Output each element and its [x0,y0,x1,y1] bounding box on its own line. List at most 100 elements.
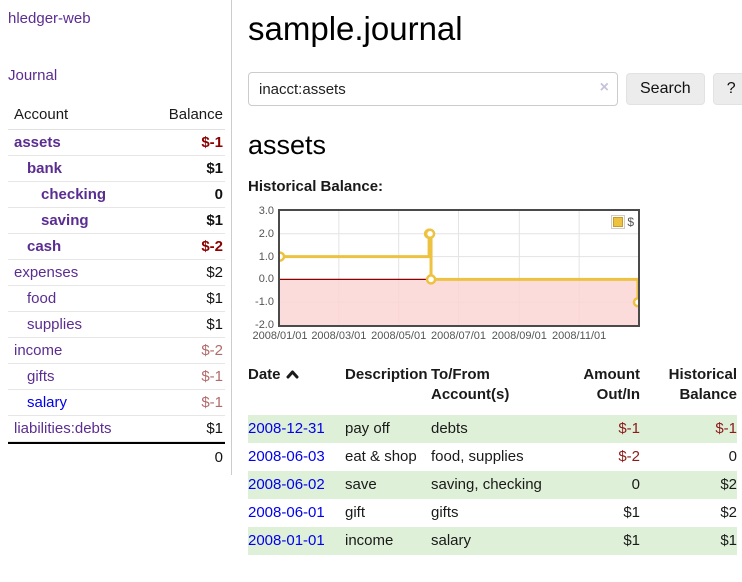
account-balance: $2 [206,264,223,281]
transaction-date-link[interactable]: 2008-06-03 [248,448,325,465]
account-row: bank $1 [8,156,225,182]
account-link[interactable]: checking [41,186,107,203]
account-balance: $-1 [201,394,223,411]
account-row: cash $-2 [8,234,225,260]
page-title: sample.journal [248,10,463,47]
account-column-header: Account [14,106,69,123]
help-button[interactable]: ? [712,73,742,105]
description-column-header: Description [345,366,428,383]
transaction-date-link[interactable]: 2008-12-31 [248,420,325,437]
y-tick-label: -1.0 [255,296,274,309]
chart-plot-area: $ [278,209,640,327]
accounts-total-row: 0 [8,442,225,471]
chart-title: Historical Balance: [248,178,384,195]
account-balance: $-2 [201,238,223,255]
search-bar: × Search ? [248,72,742,106]
account-row: gifts $-1 [8,364,225,390]
account-link[interactable]: expenses [14,264,79,281]
account-link[interactable]: liabilities:debts [14,420,112,437]
accounts-table: Account Balance assets $-1 bank $1 check… [8,102,225,471]
historical-balance-chart: 3.0 2.0 1.0 0.0 -1.0 -2.0 $ 2008/01/01 2008/03… [248,204,644,346]
register-table: Date Description To/From Account(s) Amou… [248,363,737,555]
x-tick-label: 2008/07/01 [430,330,487,342]
register-header-row: Date Description To/From Account(s) Amou… [248,363,737,415]
x-tick-label: 2008/05/01 [371,330,427,342]
account-row: saving $1 [8,208,225,234]
accounts-cell: saving, checking [431,476,542,493]
accounts-cell: food, supplies [431,448,524,465]
transaction-date-link[interactable]: 2008-06-02 [248,476,325,493]
amount-column-header: Amount Out/In [583,366,640,403]
date-column-header[interactable]: Date [248,363,345,415]
account-balance: $-1 [201,134,223,151]
y-tick-label: 3.0 [258,205,274,217]
account-row: assets $-1 [8,130,225,156]
amount-cell: $-2 [618,448,640,465]
account-heading: assets [248,130,327,160]
account-link[interactable]: salary [27,394,68,411]
account-link[interactable]: food [27,290,57,307]
description-cell: gift [345,504,366,521]
sidebar: hledger-web Journal Account Balance asse… [0,0,232,475]
account-link[interactable]: income [14,342,63,359]
chart-legend: $ [610,214,635,230]
accounts-cell: debts [431,420,468,437]
x-tick-label: 2008/11/01 [552,330,607,342]
account-row: income $-2 [8,338,225,364]
search-button[interactable]: Search [626,73,705,105]
register-row: 2008-12-31 pay off debts $-1 $-1 [248,415,737,443]
y-tick-label: 1.0 [258,250,274,263]
search-input[interactable] [248,72,618,106]
account-balance: 0 [214,186,223,203]
x-tick-label: 2008/09/01 [491,330,547,342]
amount-cell: $1 [623,504,640,521]
description-cell: pay off [345,420,390,437]
register-row: 2008-01-01 income salary $1 $1 [248,527,737,555]
account-balance: $1 [206,160,223,177]
tofrom-column-header: To/From Account(s) [431,366,510,403]
x-tick-label: 2008/01/01 [252,330,308,342]
amount-cell: 0 [631,476,640,493]
amount-cell: $1 [623,532,640,549]
description-cell: save [345,476,377,493]
balance-cell: $2 [720,504,737,521]
transaction-date-link[interactable]: 2008-06-01 [248,504,325,521]
balance-cell: $2 [720,476,737,493]
description-cell: eat & shop [345,448,417,465]
account-balance: $1 [206,290,223,307]
chart-plot-svg [280,211,638,325]
account-link[interactable]: gifts [27,368,55,385]
account-link[interactable]: cash [27,238,62,255]
account-balance: $1 [206,420,223,437]
account-link[interactable]: supplies [27,316,83,333]
account-balance: $-1 [201,368,223,385]
y-tick-label: 0.0 [258,273,274,286]
accounts-cell: gifts [431,504,459,521]
amount-cell: $-1 [618,420,640,437]
description-cell: income [345,532,394,549]
balance-column-header: Historical Balance [668,366,737,403]
account-link[interactable]: assets [14,134,61,151]
journal-link[interactable]: Journal [8,67,58,84]
clear-search-icon[interactable]: × [599,79,609,96]
transaction-date-link[interactable]: 2008-01-01 [248,532,325,549]
account-balance: $-2 [201,342,223,359]
main-content: sample.journal × Search ? assets Histori… [232,0,742,555]
accounts-table-header: Account Balance [8,102,225,130]
account-row: salary $-1 [8,390,225,416]
register-row: 2008-06-01 gift gifts $1 $2 [248,499,737,527]
account-row: supplies $1 [8,312,225,338]
balance-column-header: Balance [168,106,223,123]
legend-label: $ [627,215,634,229]
account-row: liabilities:debts $1 [8,416,225,442]
app-brand-link[interactable]: hledger-web [8,10,91,27]
page: hledger-web Journal Account Balance asse… [0,0,742,555]
y-tick-label: 2.0 [258,227,274,240]
account-balance: $1 [206,316,223,333]
x-tick-label: 2008/03/01 [311,330,367,342]
account-link[interactable]: saving [41,212,89,229]
search-input-wrapper: × [248,72,618,106]
balance-cell: $-1 [715,420,737,437]
account-link[interactable]: bank [27,160,63,177]
register-row: 2008-06-03 eat & shop food, supplies $-2… [248,443,737,471]
